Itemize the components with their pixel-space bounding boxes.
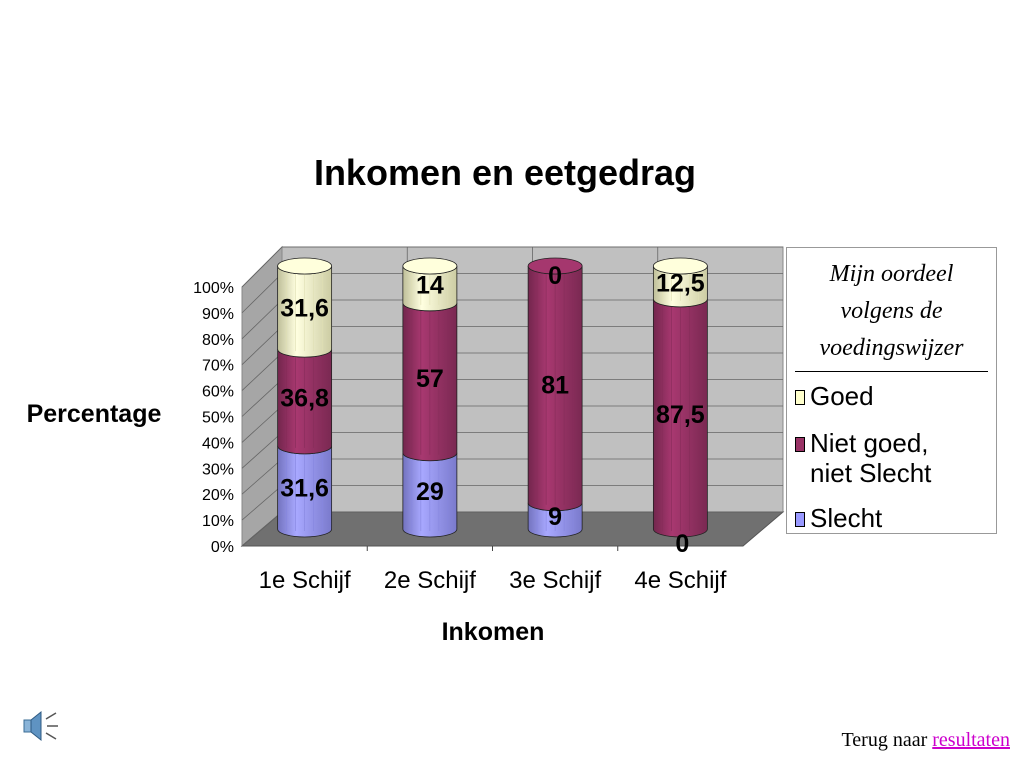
data-label: 9 (548, 503, 562, 531)
y-axis-ticks: 0% 10% 20% 30% 40% 50% 60% 70% 80% 90% 100% (193, 280, 234, 556)
y-tick-label: 50% (202, 410, 234, 427)
chart-legend: Mijn oordeel volgens de voedingswijzer G… (786, 247, 997, 534)
data-label: 81 (541, 371, 569, 399)
bar-stack (652, 257, 708, 538)
x-tick-label: 1e Schijf (259, 567, 351, 594)
results-link[interactable]: resultaten (932, 729, 1010, 751)
legend-item: Goed (795, 381, 874, 411)
data-label: 31,6 (280, 295, 329, 323)
data-label: 57 (416, 365, 444, 393)
legend-title: Mijn oordeel volgens de voedingswijzer (795, 256, 988, 372)
y-tick-label: 20% (202, 487, 234, 504)
y-tick-label: 10% (202, 513, 234, 530)
y-tick-label: 80% (202, 332, 234, 349)
y-tick-label: 60% (202, 384, 234, 401)
speaker-icon[interactable] (22, 707, 62, 747)
legend-label: Slecht (810, 503, 883, 533)
chart-title: Inkomen en eetgedrag (313, 152, 697, 193)
footer-text: Terug naar (841, 729, 928, 751)
legend-swatch (795, 437, 805, 452)
y-tick-label: 100% (193, 280, 234, 297)
data-label: 0 (548, 262, 562, 290)
data-label: 29 (416, 478, 444, 506)
y-tick-label: 30% (202, 461, 234, 478)
bar-top-cap (277, 257, 333, 275)
data-label: 31,6 (280, 474, 329, 502)
chart-bars (277, 257, 708, 538)
legend-swatch (795, 512, 805, 527)
x-tick-label: 2e Schijf (384, 567, 476, 594)
bar-top-cap (652, 257, 708, 275)
bar-top-cap (527, 257, 583, 275)
data-label: 0 (675, 530, 689, 558)
bar-stack (277, 257, 333, 538)
y-tick-label: 40% (202, 435, 234, 452)
data-label: 87,5 (656, 401, 705, 429)
x-axis-ticks: 1e Schijf 2e Schijf 3e Schijf 4e Schijf (259, 546, 727, 594)
footer-nav: Terug naar resultaten (841, 729, 1010, 752)
y-tick-label: 90% (202, 306, 234, 323)
bar-top-cap (402, 257, 458, 275)
x-tick-label: 4e Schijf (634, 567, 726, 594)
legend-swatch (795, 390, 805, 405)
side-wall (241, 245, 283, 548)
bar-stack (402, 257, 458, 538)
y-tick-label: 0% (211, 539, 234, 556)
legend-label: Goed (810, 381, 874, 411)
y-axis-label: Percentage (27, 400, 162, 428)
legend-label: Niet goed, niet Slecht (810, 428, 932, 488)
legend-item: Niet goed, niet Slecht (795, 428, 931, 488)
legend-item: Slecht (795, 503, 882, 533)
data-label: 12,5 (656, 269, 705, 297)
data-label: 14 (416, 271, 444, 299)
bar-stack (527, 257, 583, 538)
gridline (241, 246, 783, 288)
x-tick-label: 3e Schijf (509, 567, 601, 594)
data-label: 36,8 (280, 385, 329, 413)
chart-data-labels: 31,6 36,8 31,6 29 57 14 9 81 0 0 87,5 12,5 (280, 262, 705, 558)
x-axis-label: Inkomen (442, 618, 545, 646)
y-tick-label: 70% (202, 358, 234, 375)
